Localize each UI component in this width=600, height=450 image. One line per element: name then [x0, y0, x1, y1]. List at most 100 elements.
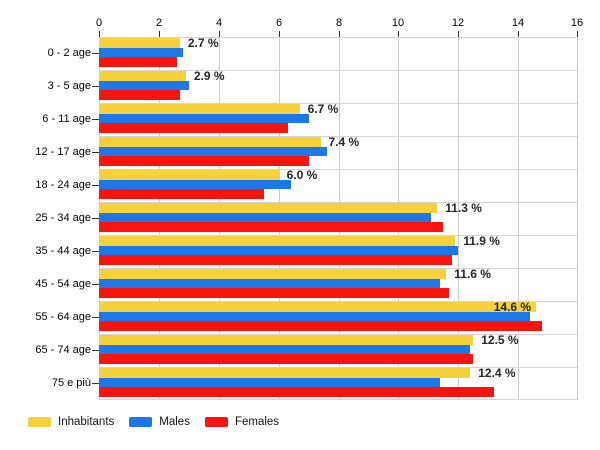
x-axis-tick-mark: [339, 31, 340, 37]
data-label: 2.9 %: [193, 69, 225, 83]
category-label: 55 - 64 age: [35, 311, 91, 323]
bar-males[interactable]: [99, 179, 291, 189]
bar-females[interactable]: [99, 222, 444, 232]
gridline-horizontal: [99, 334, 578, 335]
x-axis-tick-mark: [577, 31, 578, 37]
legend-swatch-females: [204, 417, 228, 427]
category-label: 35 - 44 age: [35, 245, 91, 257]
x-axis-tick-label: 0: [95, 17, 103, 29]
category-tick-mark: [92, 350, 99, 351]
category-tick-mark: [92, 383, 99, 384]
bar-females[interactable]: [99, 255, 453, 265]
category-label: 0 - 2 age: [47, 47, 91, 59]
category-label: 75 e più: [51, 377, 91, 389]
bar-females[interactable]: [99, 354, 474, 364]
gridline-horizontal: [99, 301, 578, 302]
bar-females[interactable]: [99, 156, 309, 166]
bar-females[interactable]: [99, 123, 288, 133]
x-axis-tick-label: 4: [215, 17, 223, 29]
bar-males[interactable]: [99, 344, 471, 354]
bar-inhabitants[interactable]: [99, 302, 537, 312]
bar-females[interactable]: [99, 57, 177, 67]
legend-swatch-inhabitants: [28, 417, 51, 427]
bar-females[interactable]: [99, 189, 264, 199]
gridline-vertical: [518, 37, 519, 400]
x-axis-tick-label: 2: [155, 17, 163, 29]
category-tick-mark: [92, 218, 99, 219]
data-label: 6.0 %: [286, 168, 318, 182]
category-tick-mark: [92, 86, 99, 87]
data-label: 11.3 %: [445, 201, 482, 215]
bar-inhabitants[interactable]: [99, 203, 438, 213]
x-axis-tick-label: 16: [570, 17, 584, 29]
bar-females[interactable]: [99, 288, 450, 298]
data-label: 6.7 %: [307, 102, 339, 116]
bar-males[interactable]: [99, 278, 441, 288]
category-label: 18 - 24 age: [35, 179, 91, 191]
category-tick-mark: [92, 152, 99, 153]
gridline-vertical: [458, 37, 459, 400]
x-axis-tick-mark: [219, 31, 220, 37]
category-label: 3 - 5 age: [47, 80, 91, 92]
bar-inhabitants[interactable]: [99, 137, 321, 147]
bar-males[interactable]: [99, 212, 432, 222]
category-tick-mark: [92, 251, 99, 252]
gridline-horizontal: [99, 70, 578, 71]
category-tick-mark: [92, 185, 99, 186]
bar-inhabitants[interactable]: [99, 368, 471, 378]
bar-inhabitants[interactable]: [99, 170, 279, 180]
legend: Inhabitants Males Females: [28, 416, 294, 428]
bar-males[interactable]: [99, 47, 183, 57]
bar-males[interactable]: [99, 146, 327, 156]
category-label: 12 - 17 age: [35, 146, 91, 158]
gridline-vertical: [577, 37, 578, 400]
x-axis-tick-label: 8: [335, 17, 343, 29]
x-axis-tick-mark: [458, 31, 459, 37]
data-label: 12.4 %: [478, 366, 516, 380]
x-axis-tick-label: 14: [511, 17, 525, 29]
legend-label: Inhabitants: [58, 416, 115, 428]
bar-males[interactable]: [99, 377, 441, 387]
bar-inhabitants[interactable]: [99, 71, 186, 81]
x-axis-tick-mark: [99, 31, 100, 37]
x-axis-tick-label: 12: [451, 17, 465, 29]
bar-inhabitants[interactable]: [99, 38, 180, 48]
plot-area: 2.7 % 2.9 % 6.7 % 7.4 % 6.0 % 11.3 % 11.9 % 11.…: [99, 37, 578, 400]
legend-label: Females: [234, 416, 280, 428]
category-label: 65 - 74 age: [35, 344, 91, 356]
data-label: 12.5 %: [481, 333, 519, 347]
bar-females[interactable]: [99, 387, 495, 397]
bar-males[interactable]: [99, 245, 459, 255]
x-axis-tick-label: 6: [275, 17, 283, 29]
bar-males[interactable]: [99, 80, 189, 90]
bar-females[interactable]: [99, 321, 543, 331]
x-axis-tick-mark: [159, 31, 160, 37]
category-tick-mark: [92, 119, 99, 120]
category-tick-mark: [92, 53, 99, 54]
data-label: 11.6 %: [454, 267, 491, 281]
x-axis-tick-mark: [398, 31, 399, 37]
bar-inhabitants[interactable]: [99, 335, 474, 345]
gridline-horizontal: [99, 103, 578, 104]
category-label: 25 - 34 age: [35, 212, 91, 224]
bar-inhabitants[interactable]: [99, 104, 300, 114]
x-axis-tick-mark: [279, 31, 280, 37]
category-label: 6 - 11 age: [42, 113, 91, 125]
legend-label: Males: [159, 416, 190, 428]
category-tick-mark: [92, 317, 99, 318]
legend-item-females[interactable]: Females: [204, 416, 280, 428]
gridline-horizontal: [99, 268, 578, 269]
bar-females[interactable]: [99, 90, 180, 100]
data-label: 11.9 %: [463, 234, 500, 248]
legend-swatch-males: [129, 417, 153, 427]
gridline-horizontal: [99, 399, 578, 400]
bar-inhabitants[interactable]: [99, 236, 456, 246]
bar-males[interactable]: [99, 311, 531, 321]
bar-males[interactable]: [99, 113, 309, 123]
bar-inhabitants[interactable]: [99, 269, 447, 279]
legend-item-inhabitants[interactable]: Inhabitants: [28, 416, 114, 428]
legend-item-males[interactable]: Males: [129, 416, 190, 428]
data-label: 14.6 %: [493, 300, 532, 314]
x-axis-tick-label: 10: [391, 17, 405, 29]
